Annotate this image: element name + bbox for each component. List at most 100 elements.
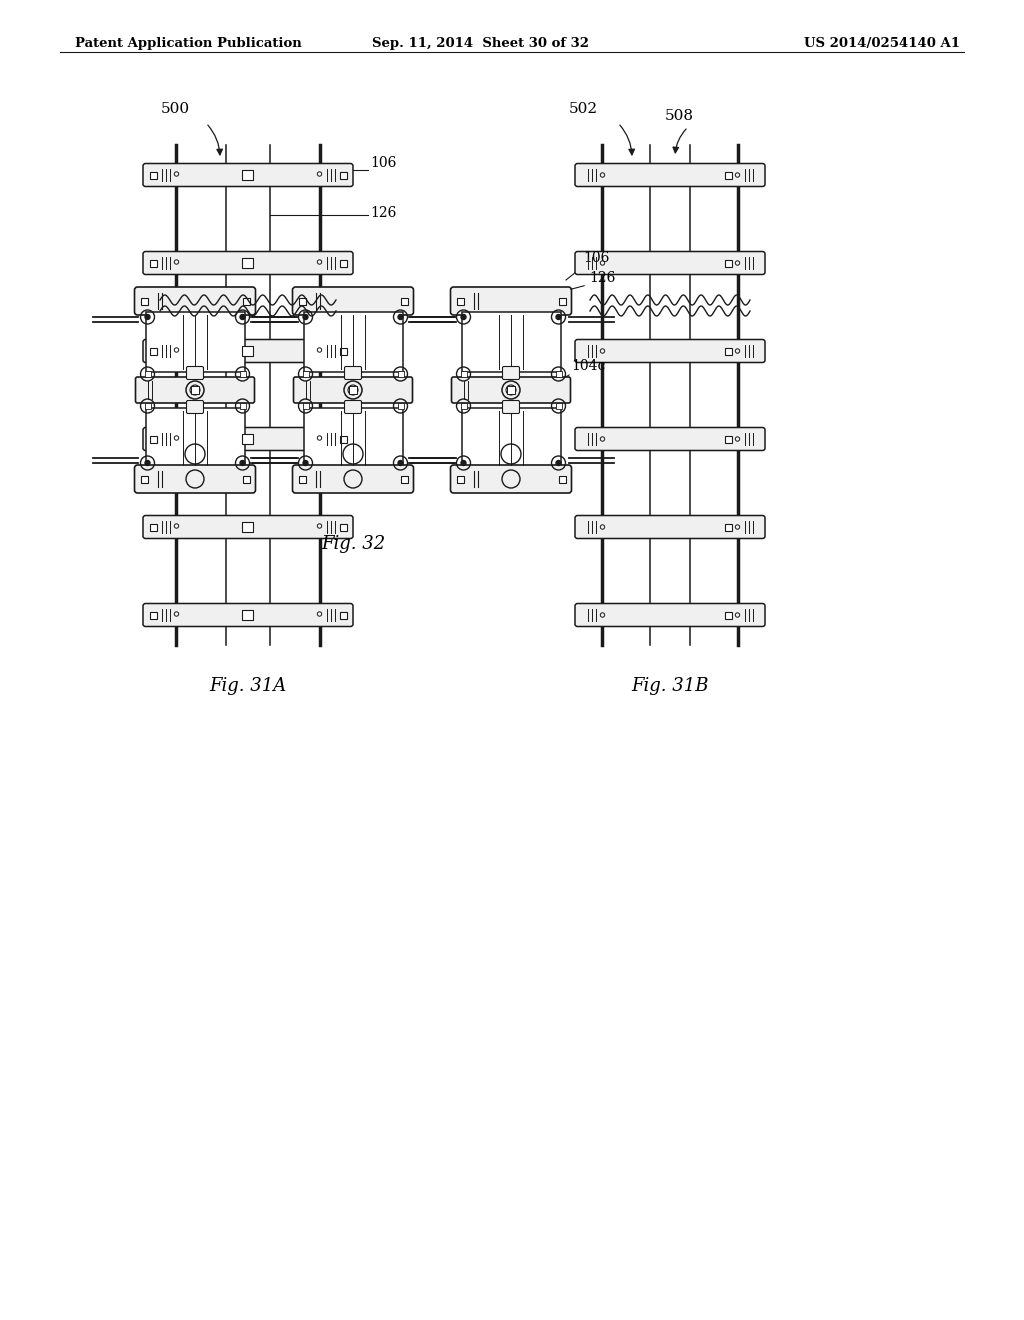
Text: Fig. 32: Fig. 32 <box>321 535 385 553</box>
Bar <box>340 348 346 355</box>
Text: Sep. 11, 2014  Sheet 30 of 32: Sep. 11, 2014 Sheet 30 of 32 <box>372 37 589 50</box>
Bar <box>145 312 245 372</box>
Bar <box>725 524 731 531</box>
FancyBboxPatch shape <box>186 367 204 380</box>
FancyBboxPatch shape <box>575 516 765 539</box>
Bar <box>144 403 151 409</box>
Bar <box>145 408 245 469</box>
Bar <box>558 477 565 483</box>
Circle shape <box>398 461 403 466</box>
Bar <box>462 408 560 469</box>
Bar <box>242 346 253 356</box>
Bar <box>302 371 308 378</box>
Bar <box>150 524 157 531</box>
FancyBboxPatch shape <box>294 378 413 403</box>
Bar <box>462 312 560 372</box>
Bar <box>240 371 246 378</box>
FancyBboxPatch shape <box>575 428 765 450</box>
Bar <box>725 260 731 267</box>
Bar <box>340 524 346 531</box>
FancyBboxPatch shape <box>503 367 519 380</box>
Bar <box>555 403 561 409</box>
Bar <box>725 348 731 355</box>
Circle shape <box>303 461 308 466</box>
Text: 508: 508 <box>665 110 694 123</box>
Bar <box>340 436 346 444</box>
Bar <box>397 371 403 378</box>
FancyBboxPatch shape <box>293 465 414 492</box>
FancyBboxPatch shape <box>575 603 765 627</box>
Circle shape <box>461 461 466 466</box>
FancyBboxPatch shape <box>134 465 256 492</box>
Bar <box>340 172 346 180</box>
Circle shape <box>556 461 561 466</box>
FancyBboxPatch shape <box>451 286 571 315</box>
Bar <box>242 257 253 268</box>
Bar <box>400 477 408 483</box>
Text: 104c: 104c <box>571 359 605 374</box>
Text: 106: 106 <box>583 251 609 265</box>
Text: US 2014/0254140 A1: US 2014/0254140 A1 <box>804 37 961 50</box>
Bar <box>461 403 467 409</box>
Circle shape <box>145 314 150 319</box>
Text: Fig. 31B: Fig. 31B <box>631 677 709 696</box>
FancyBboxPatch shape <box>143 339 353 363</box>
Bar <box>397 403 403 409</box>
FancyBboxPatch shape <box>344 367 361 380</box>
FancyBboxPatch shape <box>135 378 255 403</box>
FancyBboxPatch shape <box>575 252 765 275</box>
Text: 106: 106 <box>370 156 396 170</box>
Bar <box>400 298 408 305</box>
Circle shape <box>303 314 308 319</box>
FancyBboxPatch shape <box>575 164 765 186</box>
Bar <box>555 371 561 378</box>
Bar <box>303 408 402 469</box>
Bar <box>191 385 199 393</box>
Bar <box>299 477 305 483</box>
Bar <box>457 298 464 305</box>
Text: Fig. 31A: Fig. 31A <box>209 677 287 696</box>
Bar <box>150 348 157 355</box>
Bar <box>242 170 253 180</box>
Bar <box>558 298 565 305</box>
Bar <box>349 385 357 393</box>
Bar <box>150 260 157 267</box>
Bar <box>242 610 253 620</box>
Circle shape <box>461 314 466 319</box>
Bar <box>507 385 515 393</box>
Circle shape <box>240 314 245 319</box>
Bar <box>150 612 157 619</box>
Bar <box>150 172 157 180</box>
Bar <box>303 312 402 372</box>
Bar <box>144 371 151 378</box>
FancyBboxPatch shape <box>134 286 256 315</box>
FancyBboxPatch shape <box>575 339 765 363</box>
Circle shape <box>240 461 245 466</box>
Bar <box>340 612 346 619</box>
FancyBboxPatch shape <box>143 516 353 539</box>
FancyBboxPatch shape <box>143 164 353 186</box>
Bar <box>150 436 157 444</box>
Bar <box>725 612 731 619</box>
FancyBboxPatch shape <box>451 465 571 492</box>
FancyBboxPatch shape <box>293 286 414 315</box>
FancyBboxPatch shape <box>143 603 353 627</box>
Bar <box>242 521 253 532</box>
Text: 126: 126 <box>589 271 615 285</box>
Bar <box>243 477 250 483</box>
Bar <box>299 298 305 305</box>
Bar <box>242 434 253 444</box>
Bar <box>725 436 731 444</box>
Bar <box>457 477 464 483</box>
Bar <box>340 260 346 267</box>
FancyBboxPatch shape <box>503 400 519 413</box>
Bar <box>243 298 250 305</box>
FancyBboxPatch shape <box>452 378 570 403</box>
Circle shape <box>145 461 150 466</box>
Bar <box>725 172 731 180</box>
Bar <box>461 371 467 378</box>
Bar <box>302 403 308 409</box>
Bar <box>140 477 147 483</box>
Text: Patent Application Publication: Patent Application Publication <box>75 37 302 50</box>
FancyBboxPatch shape <box>344 400 361 413</box>
